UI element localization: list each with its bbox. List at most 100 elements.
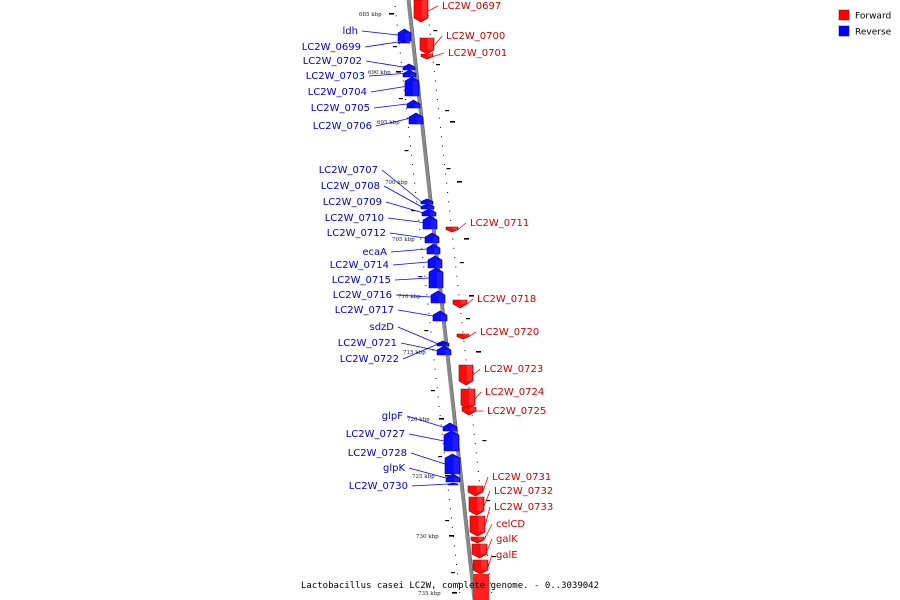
legend-forward-label: Forward [855, 12, 891, 22]
forward-gene-label: LC2W_0733 [494, 502, 553, 513]
guide-dot [433, 71, 435, 73]
forward-gene-shade [466, 365, 473, 381]
tick-mark [396, 71, 401, 73]
forward-gene-shade [478, 537, 484, 540]
reverse-gene[interactable]: LC2W_0717 [335, 305, 448, 322]
guide-dot [403, 89, 405, 91]
reverse-gene[interactable]: LC2W_0704 [308, 76, 420, 98]
guide-dot [477, 471, 479, 472]
forward-gene[interactable]: LC2W_0725 [461, 406, 546, 417]
minor-tick [404, 150, 409, 152]
forward-gene-leader [483, 490, 491, 507]
reverse-gene-label: glpK [383, 463, 405, 474]
reverse-gene-leader [397, 326, 438, 344]
reverse-gene-label: LC2W_0728 [348, 448, 407, 459]
reverse-gene-leader [361, 30, 399, 36]
reverse-gene[interactable]: LC2W_0730 [349, 481, 459, 492]
reverse-gene-label: LC2W_0717 [335, 305, 394, 316]
guide-dot [490, 582, 492, 584]
reverse-gene[interactable]: LC2W_0715 [332, 267, 444, 289]
reverse-gene-leader [387, 217, 424, 223]
reverse-gene-label: glpF [382, 411, 403, 422]
reverse-gene[interactable]: LC2W_0716 [333, 290, 446, 304]
reverse-gene[interactable]: LC2W_0707 [319, 165, 434, 205]
guide-dot [448, 201, 450, 203]
reverse-gene-shade [435, 260, 442, 268]
reverse-gene-label: ecaA [362, 247, 387, 258]
guide-dot [434, 368, 436, 370]
guide-dot [423, 266, 425, 268]
reverse-gene[interactable]: ldh [343, 26, 412, 42]
reverse-gene-leader [397, 309, 434, 317]
reverse-gene-shade [444, 350, 451, 355]
reverse-gene[interactable]: LC2W_0722 [340, 342, 447, 365]
forward-gene-shade [477, 497, 484, 511]
forward-gene[interactable]: LC2W_0697 [413, 0, 501, 23]
reverse-gene[interactable]: LC2W_0714 [330, 255, 443, 271]
guide-dot [465, 359, 467, 361]
guide-dot [439, 126, 441, 128]
forward-gene[interactable]: galE [472, 550, 518, 575]
reverse-gene[interactable]: glpK [383, 463, 461, 483]
reverse-gene[interactable]: LC2W_0728 [348, 448, 461, 475]
guide-dot [425, 285, 427, 286]
reverse-gene[interactable]: ecaA [362, 243, 441, 258]
forward-gene[interactable]: LC2W_0718 [452, 294, 536, 309]
forward-gene-leader [487, 554, 493, 568]
forward-gene[interactable]: LC2W_0723 [458, 364, 543, 386]
forward-gene-leader [483, 523, 493, 541]
tick-mark [464, 238, 469, 240]
minor-tick [398, 98, 403, 100]
guide-dot [419, 229, 421, 231]
forward-gene-leader [468, 331, 477, 337]
reverse-gene-label: LC2W_0714 [330, 260, 389, 271]
forward-gene[interactable]: LC2W_0733 [469, 502, 553, 537]
reverse-gene[interactable]: glpF [382, 411, 458, 432]
minor-tick [446, 168, 451, 170]
reverse-gene[interactable]: LC2W_0709 [323, 197, 437, 217]
reverse-gene-leader [370, 86, 406, 93]
guide-dot [398, 43, 400, 45]
reverse-gene[interactable]: LC2W_0706 [313, 112, 424, 132]
reverse-gene[interactable]: LC2W_0712 [327, 228, 440, 244]
reverse-gene-shade [414, 104, 420, 108]
guide-dot [448, 498, 450, 500]
guide-dot [454, 257, 456, 259]
forward-gene[interactable]: LC2W_0720 [456, 327, 539, 340]
forward-gene[interactable]: celCD [470, 519, 525, 544]
guide-dot [431, 52, 433, 54]
reverse-gene-shade [428, 206, 434, 209]
tick-label: 715 kbp [403, 350, 426, 356]
reverse-gene-shade [453, 484, 458, 485]
guide-dot [443, 154, 445, 156]
reverse-gene-label: LC2W_0708 [321, 181, 380, 192]
reverse-gene[interactable]: LC2W_0699 [302, 40, 411, 53]
reverse-gene-label: LC2W_0706 [313, 121, 372, 132]
forward-gene-label: LC2W_0725 [487, 406, 546, 417]
reverse-gene[interactable]: LC2W_0710 [325, 213, 438, 230]
reverse-gene[interactable]: LC2W_0727 [346, 429, 460, 452]
forward-gene[interactable]: LC2W_0732 [468, 486, 553, 516]
reverse-gene[interactable]: LC2W_0703 [306, 69, 417, 82]
forward-gene-shade [463, 334, 469, 337]
guide-dot [478, 480, 480, 482]
reverse-gene-leader [411, 483, 449, 487]
forward-gene-shade [427, 54, 433, 57]
reverse-gene[interactable]: LC2W_0721 [338, 338, 452, 356]
reverse-gene[interactable]: LC2W_0708 [321, 181, 435, 210]
forward-gene[interactable]: galK [471, 534, 518, 559]
forward-gene[interactable]: LC2W_0711 [445, 218, 529, 233]
forward-gene[interactable]: LC2W_0701 [420, 48, 507, 60]
reverse-gene[interactable]: LC2W_0705 [311, 99, 421, 114]
forward-gene-leader [433, 35, 443, 47]
forward-gene[interactable]: LC2W_0731 [467, 472, 551, 497]
guide-dot [432, 350, 434, 352]
guide-dot [434, 80, 436, 82]
reverse-gene[interactable]: LC2W_0702 [303, 56, 416, 71]
forward-gene[interactable]: LC2W_0700 [419, 31, 505, 55]
reverse-gene-shade [452, 435, 459, 451]
guide-dot [476, 461, 478, 463]
tick-label: 710 kbp [398, 294, 421, 300]
guide-dot [455, 266, 457, 268]
